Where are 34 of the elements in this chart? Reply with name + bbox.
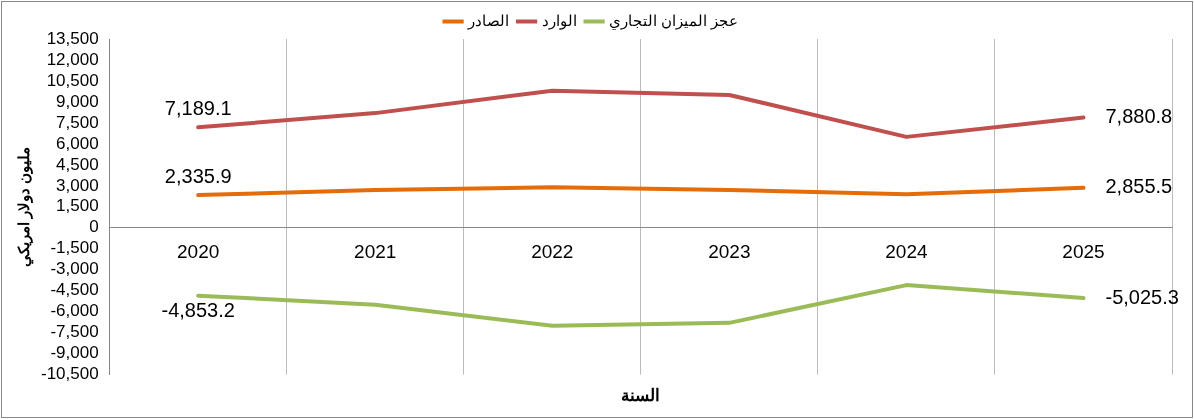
x-tick-label: 2020 (177, 241, 220, 263)
legend-label: عجز الميزان التجاري (609, 11, 739, 30)
y-tick-label: -10,500 (40, 364, 99, 384)
y-tick-label: 4,500 (56, 154, 99, 174)
data-label: 2,855.5 (1105, 175, 1173, 198)
y-tick-label: 7,500 (56, 112, 99, 132)
y-tick-label: -4,500 (50, 280, 99, 300)
y-tick-label: 3,000 (56, 175, 99, 195)
y-tick-label: -3,000 (50, 259, 99, 279)
x-tick-label: 2025 (1062, 241, 1105, 263)
x-axis-title: السنة (621, 386, 661, 406)
data-label: -5,025.3 (1105, 285, 1179, 308)
legend-label: الصادر (467, 11, 510, 30)
data-label: 7,189.1 (164, 96, 232, 119)
y-tick-label: 0 (89, 217, 99, 237)
data-label: -4,853.2 (161, 299, 235, 322)
y-tick-label: 1,500 (56, 196, 99, 216)
y-tick-label: -6,000 (50, 301, 99, 321)
x-tick-label: 2024 (885, 241, 928, 263)
y-tick-label: -1,500 (50, 238, 99, 258)
y-tick-label: 6,000 (56, 133, 99, 153)
x-tick-label: 2023 (708, 241, 751, 263)
y-tick-label: 13,500 (46, 28, 99, 48)
y-tick-label: 12,000 (46, 49, 99, 69)
x-tick-label: 2022 (531, 241, 574, 263)
y-tick-label: 9,000 (56, 91, 99, 111)
data-label: 2,335.9 (164, 164, 232, 187)
y-tick-label: 10,500 (46, 70, 99, 90)
y-axis-title: مليون دولار امريكي (15, 146, 35, 267)
y-tick-label: -9,000 (50, 343, 99, 363)
legend-label: الوارد (541, 11, 577, 30)
data-label: 7,880.8 (1105, 105, 1173, 128)
x-tick-label: 2021 (354, 241, 397, 263)
y-tick-label: -7,500 (50, 322, 99, 342)
